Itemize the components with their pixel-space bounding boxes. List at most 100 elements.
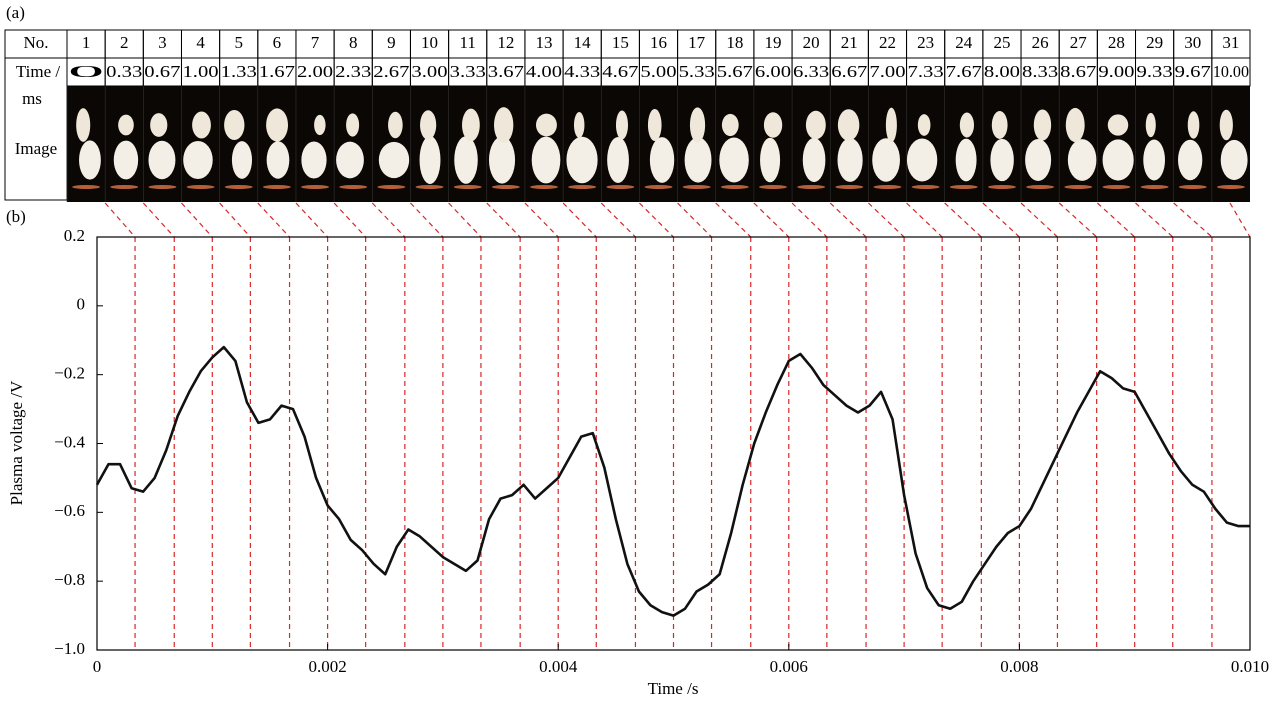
frame-number: 18: [726, 33, 743, 52]
frame-connector: [1135, 202, 1174, 238]
frame-time: 9.67: [1175, 62, 1212, 81]
frame-number: 5: [234, 33, 243, 52]
frame-number: 3: [158, 33, 167, 52]
plasma-glow: [1064, 185, 1093, 189]
plasma-blob: [148, 140, 176, 180]
plasma-glow: [797, 185, 826, 189]
plasma-blob: [336, 141, 364, 179]
plasma-glow: [453, 185, 482, 189]
frame-connector: [867, 202, 905, 238]
plasma-blob: [1102, 139, 1134, 181]
plasma-blob: [76, 108, 91, 142]
plasma-glow: [1102, 185, 1131, 189]
frame-time: 2.00: [297, 62, 333, 81]
frame-number: 7: [311, 33, 320, 52]
frame-number: 2: [120, 33, 129, 52]
plasma-blob: [573, 112, 585, 138]
plasma-glow: [720, 185, 749, 189]
frame-time: 3.67: [488, 62, 525, 81]
y-tick-label: −1.0: [54, 639, 85, 658]
row-header-cell: [4, 29, 68, 201]
frame-time: 9.33: [1137, 62, 1173, 81]
frame-time: 5.00: [640, 62, 676, 81]
y-tick-label: −0.2: [54, 364, 85, 383]
plasma-glow: [186, 185, 215, 189]
frame-number: 9: [387, 33, 396, 52]
plasma-blob: [721, 113, 739, 137]
frame-connector: [486, 202, 521, 238]
plasma-blob: [231, 141, 253, 179]
plasma-blob: [1219, 109, 1233, 141]
frame-time: 4.00: [526, 62, 562, 81]
plasma-glow: [530, 185, 559, 189]
frame-connector: [562, 202, 597, 238]
plasma-glow: [491, 185, 520, 189]
plasma-blob: [837, 109, 860, 141]
x-tick-label: 0.010: [1231, 657, 1269, 676]
plasma-blob: [454, 136, 478, 184]
plasma-blob: [802, 137, 826, 183]
plasma-blob: [805, 110, 826, 140]
voltage-line: [95, 345, 1250, 617]
plasma-blob: [420, 110, 437, 140]
plasma-blob: [615, 110, 629, 140]
plasma-blob: [1178, 139, 1203, 181]
frame-number: 23: [917, 33, 934, 52]
plasma-blob: [1065, 107, 1085, 143]
frame-time: 5.67: [717, 62, 754, 81]
plasma-glow: [644, 185, 673, 189]
frame-connector: [295, 202, 329, 238]
x-tick-label: 0.008: [1000, 657, 1038, 676]
frame-time: 4.67: [602, 62, 639, 81]
plasma-blob: [1145, 112, 1156, 138]
frame-number: 6: [273, 33, 282, 52]
plasma-blob: [535, 113, 557, 137]
plasma-glow: [911, 185, 940, 189]
plasma-glow: [301, 185, 330, 189]
frame-time: 9.00: [1098, 62, 1134, 81]
frame-number: 15: [612, 33, 629, 52]
plasma-blob: [79, 140, 101, 180]
plasma-blob: [531, 136, 561, 184]
plasma-blob: [488, 136, 516, 184]
frame-connector: [1020, 202, 1058, 238]
plasma-glow: [568, 185, 597, 189]
frame-number: 27: [1070, 33, 1088, 52]
frame-connector: [753, 202, 790, 238]
frame-connector: [944, 202, 982, 238]
table-cell: [1211, 57, 1251, 87]
frame-time: 6.00: [755, 62, 791, 81]
row-label: ms: [22, 89, 42, 108]
plasma-blob: [684, 137, 712, 183]
plasma-blob: [118, 114, 134, 136]
frame-connector: [829, 202, 867, 238]
x-tick-label: 0: [93, 657, 102, 676]
plasma-glow: [148, 185, 177, 189]
plasma-blob: [419, 136, 441, 184]
plasma-glow: [758, 185, 787, 189]
frame-number: 19: [764, 33, 781, 52]
y-tick-label: 0: [77, 295, 86, 314]
plasma-blob: [1187, 111, 1200, 139]
frame-number: 14: [574, 33, 592, 52]
plasma-blob: [462, 108, 480, 142]
frame-number: 31: [1222, 33, 1239, 52]
frame-number: 25: [993, 33, 1010, 52]
row-label: Image: [15, 139, 57, 158]
plasma-glow: [987, 185, 1016, 189]
frame-number: 21: [841, 33, 858, 52]
frame-time: 3.33: [450, 62, 486, 81]
plasma-blob: [990, 138, 1014, 182]
plasma-glow: [1140, 185, 1169, 189]
frame-time: 1.67: [259, 62, 296, 81]
plasma-glow: [1178, 185, 1207, 189]
frame-time: 0.33: [106, 62, 142, 81]
frame-time: 2.33: [335, 62, 371, 81]
frame-connector: [104, 202, 136, 238]
y-tick-label: −0.4: [54, 432, 85, 451]
frame-connector: [1229, 202, 1251, 238]
frame-number: 26: [1032, 33, 1049, 52]
frame-time: 8.00: [984, 62, 1020, 81]
frame-number: 1: [82, 33, 91, 52]
frame-connector: [181, 202, 213, 238]
